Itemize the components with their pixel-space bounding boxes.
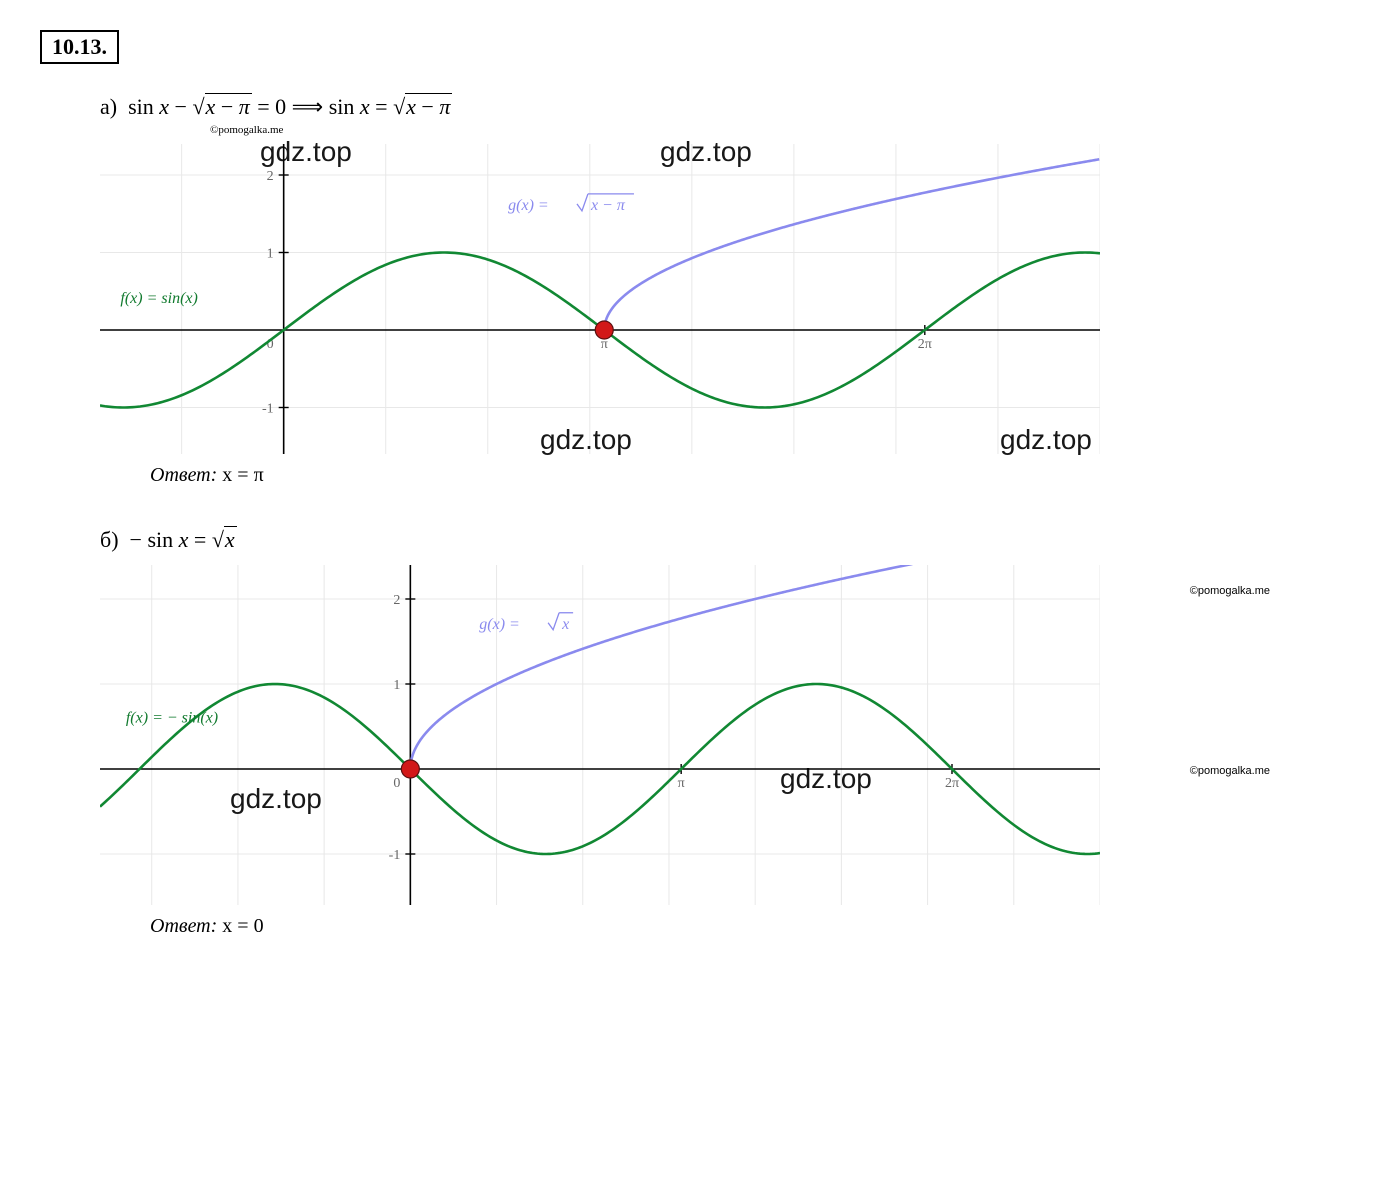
svg-text:2π: 2π xyxy=(945,776,959,791)
section-a: а) sin x − √x − π = 0 ⟹ sin x = √x − π ©… xyxy=(40,94,1360,487)
svg-text:g(x) =: g(x) = xyxy=(508,197,549,214)
svg-text:1: 1 xyxy=(267,247,274,262)
svg-text:2π: 2π xyxy=(918,337,932,352)
equation-a-body: sin x − √x − π = 0 ⟹ sin x = √x − π xyxy=(128,94,452,119)
svg-text:g(x) =: g(x) = xyxy=(479,616,520,633)
section-b: б) − sin x = √x 2 1 -1 0 π 2π f(x) = − sin(x) g… xyxy=(40,527,1360,938)
answer-b: Ответ: x = 0 xyxy=(150,915,1360,938)
svg-text:x − π: x − π xyxy=(590,197,626,214)
chart-a: 21-10π2πf(x) = sin(x)g(x) = x − π xyxy=(100,144,1100,454)
svg-text:π: π xyxy=(678,776,685,791)
svg-text:-1: -1 xyxy=(389,848,401,863)
equation-b: б) − sin x = √x xyxy=(100,527,1360,553)
label-a: а) xyxy=(100,94,117,119)
svg-text:f(x) = − sin(x): f(x) = − sin(x) xyxy=(126,709,218,726)
problem-number: 10.13. xyxy=(40,30,119,64)
chart-a-wrap: 21-10π2πf(x) = sin(x)g(x) = x − π gdz.to… xyxy=(100,144,1360,454)
svg-text:0: 0 xyxy=(393,776,400,791)
chart-b: 2 1 -1 0 π 2π f(x) = − sin(x) g(x) = x xyxy=(100,565,1100,905)
answer-prefix: Ответ: xyxy=(150,464,217,486)
answer-value-a: x = π xyxy=(222,464,263,486)
copyright-under-eq-a: ©pomogalka.me xyxy=(210,124,1360,136)
copyright-b-top: ©pomogalka.me xyxy=(1190,585,1270,597)
svg-text:1: 1 xyxy=(393,678,400,693)
copyright-b-mid: ©pomogalka.me xyxy=(1190,765,1270,777)
chart-b-wrap: 2 1 -1 0 π 2π f(x) = − sin(x) g(x) = x ©pomogal… xyxy=(100,565,1360,905)
answer-a: Ответ: x = π xyxy=(150,464,1360,487)
svg-text:f(x) = sin(x): f(x) = sin(x) xyxy=(120,290,197,307)
equation-b-body: − sin x = √x xyxy=(130,527,237,552)
svg-text:x: x xyxy=(561,616,569,633)
answer-value-b: x = 0 xyxy=(222,915,263,937)
svg-text:2: 2 xyxy=(393,593,400,608)
svg-text:-1: -1 xyxy=(262,402,274,417)
answer-prefix: Ответ: xyxy=(150,915,217,937)
equation-a: а) sin x − √x − π = 0 ⟹ sin x = √x − π xyxy=(100,94,1360,120)
label-b: б) xyxy=(100,527,119,552)
svg-text:2: 2 xyxy=(267,169,274,184)
